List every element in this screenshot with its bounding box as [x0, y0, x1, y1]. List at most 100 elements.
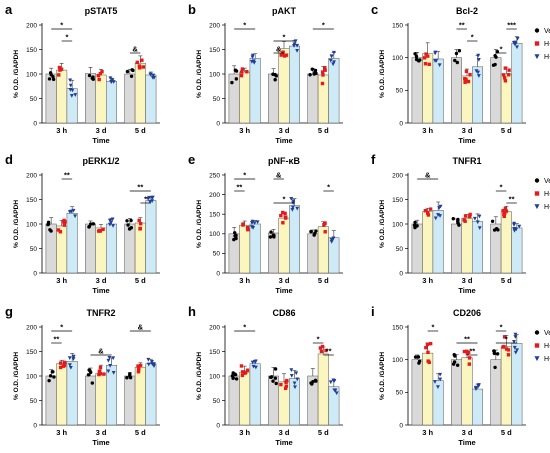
data-point: [332, 379, 337, 383]
triangle-down-marker-icon: [534, 54, 540, 60]
significance-label: *: [283, 195, 286, 204]
data-point: [233, 231, 237, 235]
data-point: [68, 83, 73, 88]
data-point: [512, 223, 516, 227]
significance-label: *: [60, 21, 63, 30]
data-point: [292, 381, 297, 386]
data-point: [422, 56, 427, 60]
bar: [239, 224, 251, 274]
data-point: [334, 391, 339, 396]
data-point: [424, 345, 428, 350]
bar: [124, 73, 136, 124]
significance-label: **: [236, 183, 242, 192]
data-point: [463, 219, 467, 223]
data-point: [279, 213, 283, 218]
significance-label: *: [327, 183, 330, 192]
data-point: [463, 80, 467, 84]
bar: [239, 71, 251, 124]
bar: [411, 57, 423, 124]
data-point: [151, 73, 156, 78]
circle-marker-icon: [534, 330, 540, 335]
data-point: [309, 229, 313, 234]
data-point: [438, 204, 443, 209]
panel-title: CD206: [453, 308, 481, 318]
data-point: [502, 76, 507, 80]
data-point: [332, 60, 336, 65]
data-point: [463, 76, 467, 81]
significance-label: *: [243, 171, 246, 180]
y-tick-label: 50: [213, 96, 221, 103]
data-point: [68, 88, 73, 92]
data-point: [435, 385, 440, 390]
bar: [490, 223, 502, 274]
data-point: [438, 372, 443, 377]
data-point: [428, 207, 433, 211]
panel-title: pERK1/2: [82, 156, 119, 166]
data-point: [512, 339, 516, 344]
data-point: [451, 217, 455, 221]
legend-label: Veh: [544, 28, 550, 35]
x-tick-label: 3 d: [96, 428, 107, 437]
data-point: [273, 376, 278, 380]
data-point: [251, 225, 256, 230]
panel-letter: d: [5, 152, 13, 167]
significance-label: &: [98, 347, 104, 356]
y-tick-label: 100: [392, 357, 403, 364]
data-point: [476, 58, 481, 62]
bar: [268, 73, 279, 124]
data-point: [73, 214, 78, 219]
significance-label: *: [500, 323, 503, 332]
data-point: [454, 51, 459, 56]
data-point: [130, 68, 134, 72]
data-point: [466, 350, 471, 354]
y-tick-label: 150: [26, 47, 37, 54]
x-tick-label: 3 d: [279, 428, 290, 437]
panel-letter: g: [5, 304, 13, 319]
data-point: [281, 51, 285, 56]
data-point: [423, 209, 428, 213]
data-point: [502, 214, 506, 219]
x-tick-label: 5 d: [318, 126, 329, 135]
y-tick-label: 200: [26, 172, 37, 179]
y-tick-label: 0: [216, 120, 220, 127]
bar: [124, 223, 136, 274]
data-point: [427, 62, 431, 67]
data-point: [150, 196, 155, 200]
y-tick-label: 100: [26, 71, 37, 78]
data-point: [110, 217, 115, 222]
data-point: [240, 70, 244, 74]
bar: [124, 375, 136, 426]
data-point: [503, 79, 508, 83]
data-point: [433, 380, 437, 384]
y-tick-label: 150: [392, 324, 403, 331]
data-point: [506, 348, 511, 352]
data-point: [137, 366, 141, 371]
y-axis-label: % O.D. /GAPDH: [379, 200, 386, 248]
bar: [106, 81, 117, 124]
data-point: [323, 68, 327, 72]
data-point: [253, 360, 258, 364]
y-tick-label: 150: [209, 212, 220, 219]
bar: [422, 211, 434, 274]
bar: [56, 363, 68, 426]
x-tick-label: 5 d: [135, 276, 146, 285]
data-point: [233, 234, 237, 238]
data-point: [109, 79, 114, 84]
y-tick-label: 0: [216, 422, 220, 429]
data-point: [68, 365, 73, 370]
bar: [145, 74, 157, 124]
y-tick-label: 100: [209, 231, 220, 238]
data-point: [86, 373, 91, 377]
data-point: [324, 348, 328, 353]
data-point: [414, 54, 419, 59]
data-point: [472, 216, 477, 221]
data-point: [146, 362, 151, 367]
bar: [511, 43, 523, 124]
data-point: [268, 235, 273, 239]
data-point: [58, 361, 63, 365]
x-tick-label: 3 h: [422, 276, 433, 285]
data-point: [504, 347, 509, 351]
y-axis-label: % O.D. /GAPDH: [13, 352, 20, 400]
data-point: [270, 375, 274, 379]
legend-label: H-Ox-GH: [544, 356, 550, 363]
